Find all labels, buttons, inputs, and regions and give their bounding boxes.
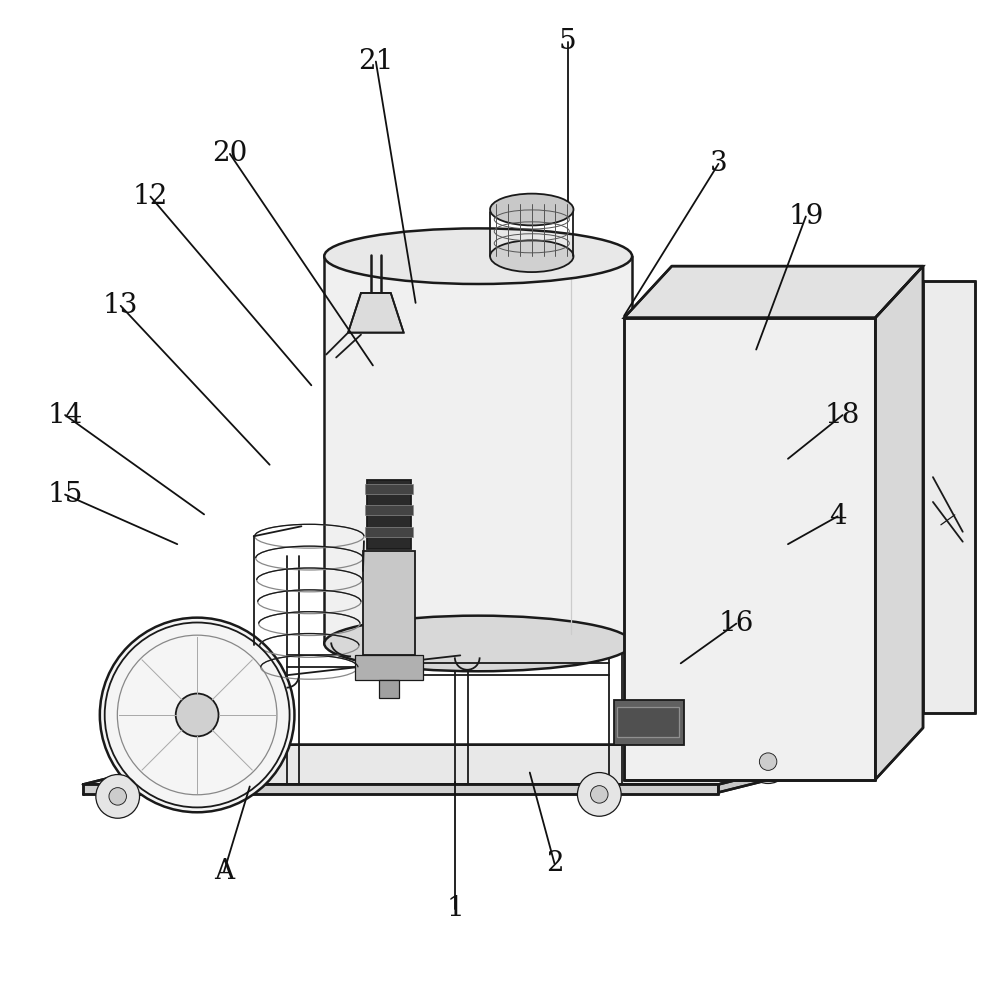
Bar — [367, 480, 411, 549]
Circle shape — [176, 693, 219, 737]
Polygon shape — [923, 281, 975, 713]
Circle shape — [109, 787, 126, 805]
Text: 2: 2 — [546, 850, 563, 878]
Ellipse shape — [324, 616, 632, 671]
Circle shape — [96, 775, 140, 818]
Polygon shape — [875, 266, 923, 780]
Bar — [355, 655, 423, 680]
Bar — [614, 700, 684, 745]
Bar — [379, 680, 399, 698]
Circle shape — [100, 618, 294, 812]
Text: 18: 18 — [825, 401, 860, 429]
Bar — [617, 707, 679, 737]
Bar — [324, 256, 632, 643]
Circle shape — [759, 753, 777, 771]
Ellipse shape — [324, 228, 632, 284]
Text: 14: 14 — [47, 401, 83, 429]
Text: 13: 13 — [103, 292, 138, 320]
Text: 1: 1 — [446, 895, 464, 922]
Polygon shape — [624, 266, 923, 318]
Polygon shape — [83, 784, 718, 794]
Text: 19: 19 — [788, 203, 824, 230]
Polygon shape — [718, 745, 877, 792]
Ellipse shape — [490, 194, 573, 225]
Text: 20: 20 — [212, 140, 248, 168]
Ellipse shape — [490, 240, 573, 272]
Polygon shape — [83, 745, 877, 784]
Text: 15: 15 — [47, 481, 83, 508]
Circle shape — [577, 773, 621, 816]
Bar — [365, 484, 413, 494]
Circle shape — [746, 740, 790, 783]
Polygon shape — [348, 293, 404, 333]
Text: 3: 3 — [710, 150, 727, 178]
Text: 5: 5 — [559, 28, 576, 56]
Text: A: A — [214, 858, 234, 886]
Circle shape — [591, 785, 608, 803]
Text: 21: 21 — [358, 48, 394, 75]
Polygon shape — [624, 318, 875, 780]
Text: 4: 4 — [829, 502, 846, 530]
Bar — [363, 551, 415, 655]
Bar — [365, 527, 413, 537]
Bar — [365, 505, 413, 515]
Text: 16: 16 — [719, 610, 754, 638]
Text: 12: 12 — [133, 183, 168, 211]
